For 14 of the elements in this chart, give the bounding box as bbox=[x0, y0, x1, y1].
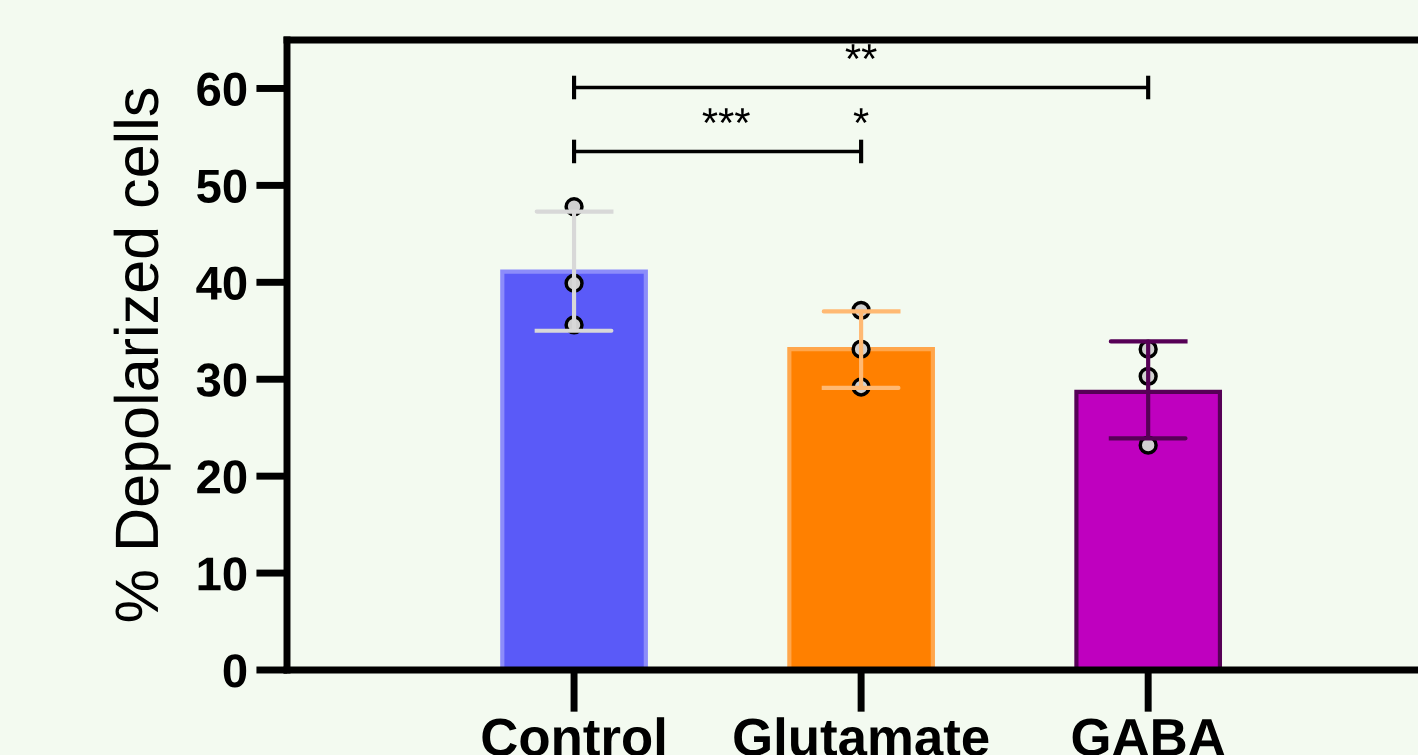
annotation: ** bbox=[845, 44, 877, 59]
y-axis-title: % Depolarized cells bbox=[113, 88, 171, 622]
x-tick-label: Control bbox=[482, 717, 665, 755]
y-tick-label: 60 bbox=[197, 72, 247, 107]
annotation: *** bbox=[702, 108, 750, 123]
y-tick-label: 20 bbox=[197, 460, 247, 494]
y-tick-label: 10 bbox=[198, 557, 247, 591]
x-tick-label: GABA bbox=[1072, 718, 1225, 755]
y-tick-label: 40 bbox=[196, 266, 247, 300]
annotation: * bbox=[853, 108, 869, 123]
y-tick-label: 0 bbox=[223, 654, 247, 688]
y-tick-label: 30 bbox=[196, 363, 247, 397]
y-tick-label: 50 bbox=[197, 169, 247, 203]
x-tick-label: Glutamate bbox=[734, 717, 989, 755]
